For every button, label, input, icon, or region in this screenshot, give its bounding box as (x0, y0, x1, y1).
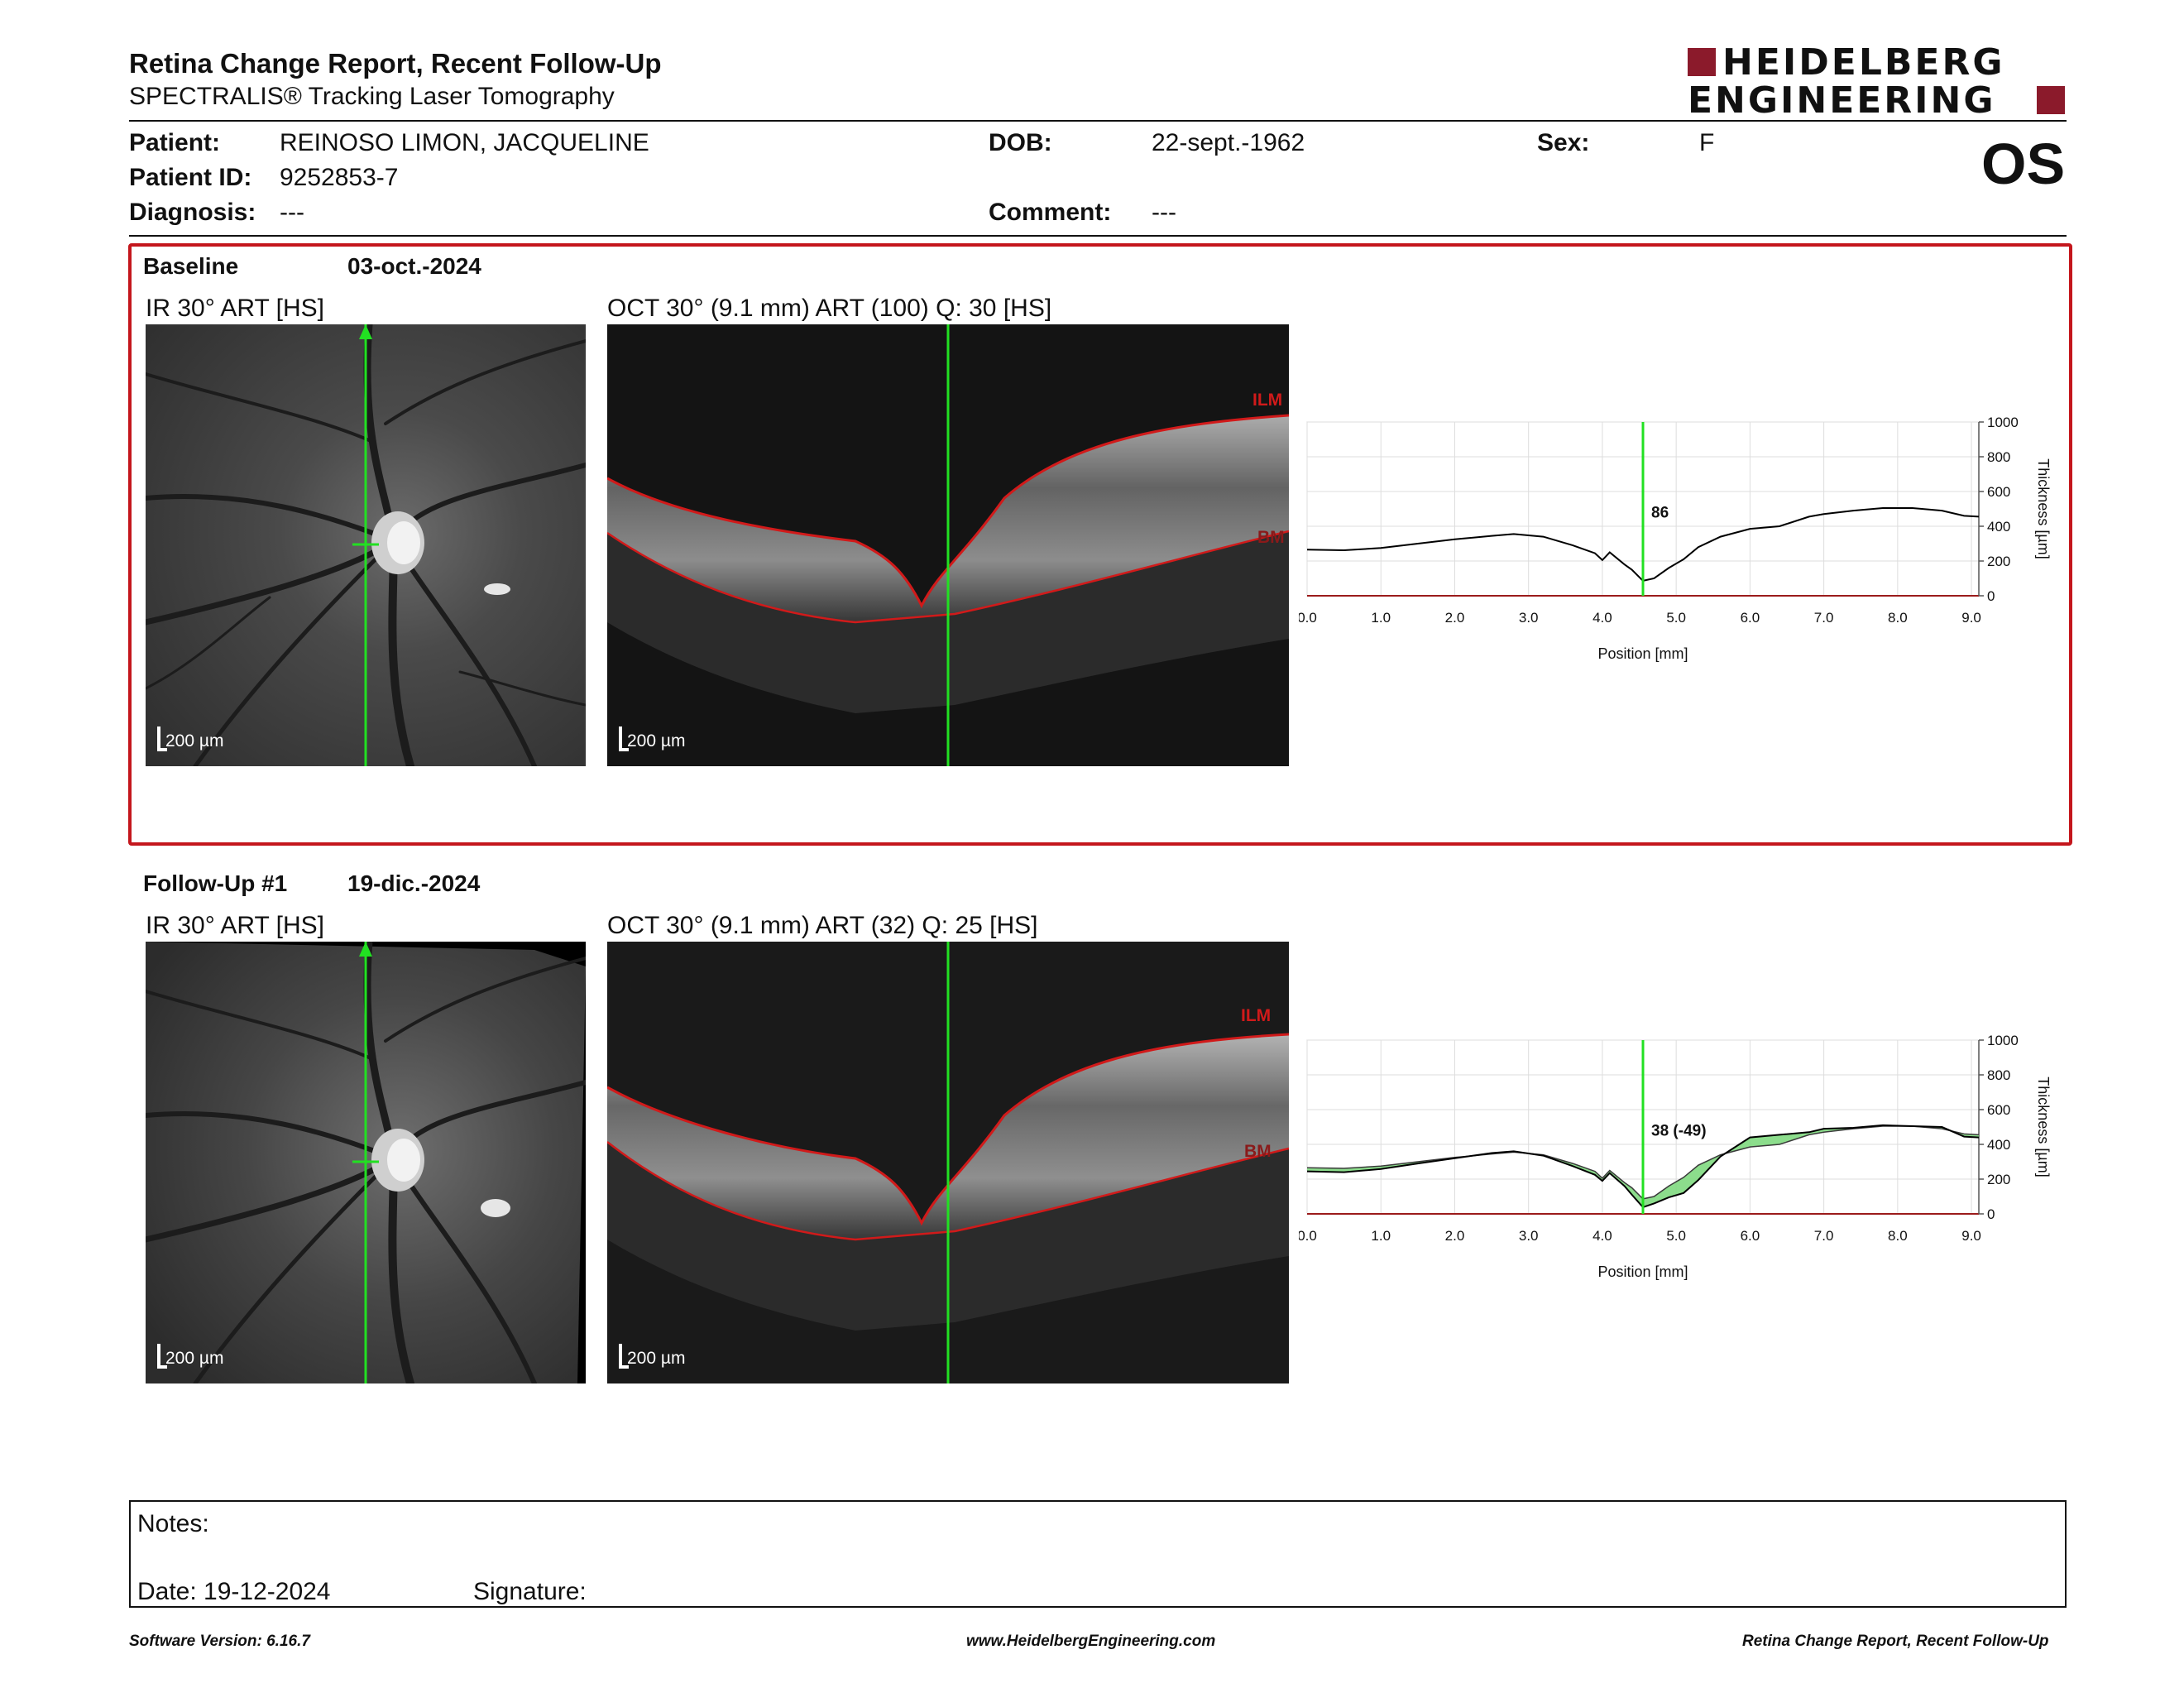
report-title: Retina Change Report, Recent Follow-Up (129, 48, 662, 79)
patient-divider (129, 235, 2067, 237)
x-tick-label: 7.0 (1814, 1228, 1834, 1244)
x-tick-label: 6.0 (1741, 1228, 1760, 1244)
notes-box: Notes: Date: 19-12-2024 Signature: (129, 1500, 2067, 1608)
comment-label: Comment: (989, 199, 1112, 226)
dob-label: DOB: (989, 129, 1052, 156)
baseline-label: Baseline (143, 253, 239, 279)
eye-indicator: OS (1981, 132, 2066, 196)
y-axis-label: Thickness [µm] (2035, 458, 2052, 559)
baseline-ilm-label: ILM (1252, 391, 1282, 410)
logo-square-icon (1688, 48, 1716, 76)
diagnosis-value: --- (280, 199, 304, 226)
marker-value-label: 86 (1651, 505, 1669, 522)
x-tick-label: 3.0 (1519, 610, 1539, 626)
x-tick-label: 3.0 (1519, 1228, 1539, 1244)
logo-line1: HEIDELBERG (1722, 41, 2005, 84)
y-tick-label: 800 (1987, 1067, 2010, 1083)
x-tick-label: 2.0 (1445, 1228, 1465, 1244)
x-tick-label: 0.0 (1299, 1228, 1317, 1244)
followup-label: Follow-Up #1 (143, 870, 288, 896)
baseline-oct-bscan-image: ILM BM 200 µm (607, 324, 1289, 766)
baseline-oct-title: OCT 30° (9.1 mm) ART (100) Q: 30 [HS] (607, 295, 1052, 322)
y-tick-label: 800 (1987, 449, 2010, 465)
header-divider (129, 120, 2067, 122)
x-tick-label: 5.0 (1666, 1228, 1686, 1244)
x-tick-label: 4.0 (1592, 610, 1612, 626)
y-tick-label: 400 (1987, 1137, 2010, 1153)
fundus-vessels (146, 942, 586, 1383)
y-tick-label: 400 (1987, 519, 2010, 535)
x-tick-label: 9.0 (1961, 1228, 1981, 1244)
patient-id-value: 9252853-7 (280, 164, 399, 191)
x-axis-label: Position [mm] (1597, 1264, 1688, 1280)
y-tick-label: 0 (1987, 588, 1995, 604)
series-line-followup (1306, 1124, 1980, 1209)
footer-report-name: Retina Change Report, Recent Follow-Up (1742, 1633, 2049, 1650)
baseline-date: 03-oct.-2024 (347, 253, 481, 279)
fundus-vessels (146, 324, 586, 766)
followup-date: 19-dic.-2024 (347, 870, 481, 896)
diagnosis-label: Diagnosis: (129, 199, 256, 226)
x-tick-label: 8.0 (1888, 1228, 1908, 1244)
x-tick-label: 6.0 (1741, 610, 1760, 626)
comment-value: --- (1152, 199, 1176, 226)
date-label: Date: 19-12-2024 (137, 1578, 331, 1605)
logo-line2: ENGINEERING (1688, 79, 1996, 122)
x-tick-label: 7.0 (1814, 610, 1834, 626)
y-tick-label: 600 (1987, 484, 2010, 500)
oct-bscan: ILM BM (607, 942, 1289, 1383)
signature-label: Signature: (473, 1578, 587, 1605)
sex-label: Sex: (1537, 129, 1590, 156)
patient-id-label: Patient ID: (129, 164, 252, 191)
followup-ir-fundus-image: 200 µm (146, 942, 586, 1383)
baseline-thickness-chart: 0 200 400 600 800 1000 0.0 1.0 2.0 3.0 4.0 5.0 6.0 7.… (1299, 415, 2052, 662)
x-tick-label: 4.0 (1592, 1228, 1612, 1244)
y-tick-label: 1000 (1987, 1033, 2019, 1048)
x-tick-label: 5.0 (1666, 610, 1686, 626)
x-tick-label: 8.0 (1888, 610, 1908, 626)
x-tick-label: 1.0 (1371, 1228, 1391, 1244)
y-tick-label: 0 (1987, 1206, 1995, 1222)
y-tick-label: 200 (1987, 554, 2010, 569)
followup-ir-title: IR 30° ART [HS] (146, 912, 324, 939)
dob-value: 22-sept.-1962 (1152, 129, 1305, 156)
report-subtitle: SPECTRALIS® Tracking Laser Tomography (129, 83, 615, 110)
x-tick-label: 1.0 (1371, 610, 1391, 626)
baseline-section (128, 243, 2072, 846)
sex-value: F (1699, 129, 1715, 156)
patient-name: REINOSO LIMON, JACQUELINE (280, 129, 649, 156)
y-tick-label: 600 (1987, 1102, 2010, 1118)
followup-oct-title: OCT 30° (9.1 mm) ART (32) Q: 25 [HS] (607, 912, 1038, 939)
patient-label: Patient: (129, 129, 221, 156)
y-axis-label: Thickness [µm] (2035, 1077, 2052, 1177)
notes-label: Notes: (137, 1510, 209, 1537)
followup-thickness-chart: 0 200 400 600 800 1000 0.0 1.0 2.0 3.0 4.0 5.0 6.0 7.… (1299, 1033, 2052, 1280)
x-axis-label: Position [mm] (1597, 645, 1688, 662)
followup-ilm-label: ILM (1241, 1006, 1271, 1025)
baseline-ir-fundus-image: 200 µm (146, 324, 586, 766)
series-line (1306, 507, 1980, 582)
x-tick-label: 9.0 (1961, 610, 1981, 626)
oct-bscan: ILM BM (607, 324, 1289, 766)
followup-oct-bscan-image: ILM BM 200 µm (607, 942, 1289, 1383)
y-tick-label: 1000 (1987, 415, 2019, 430)
x-tick-label: 2.0 (1445, 610, 1465, 626)
followup-bm-label: BM (1244, 1142, 1272, 1161)
baseline-bm-label: BM (1257, 528, 1285, 547)
y-tick-label: 200 (1987, 1172, 2010, 1187)
footer-website[interactable]: www.HeidelbergEngineering.com (966, 1633, 1216, 1650)
footer-software-version: Software Version: 6.16.7 (129, 1633, 310, 1650)
baseline-ir-title: IR 30° ART [HS] (146, 295, 324, 322)
x-tick-label: 0.0 (1299, 610, 1317, 626)
logo-square-icon (2037, 86, 2065, 114)
marker-value-label: 38 (-49) (1651, 1123, 1707, 1140)
